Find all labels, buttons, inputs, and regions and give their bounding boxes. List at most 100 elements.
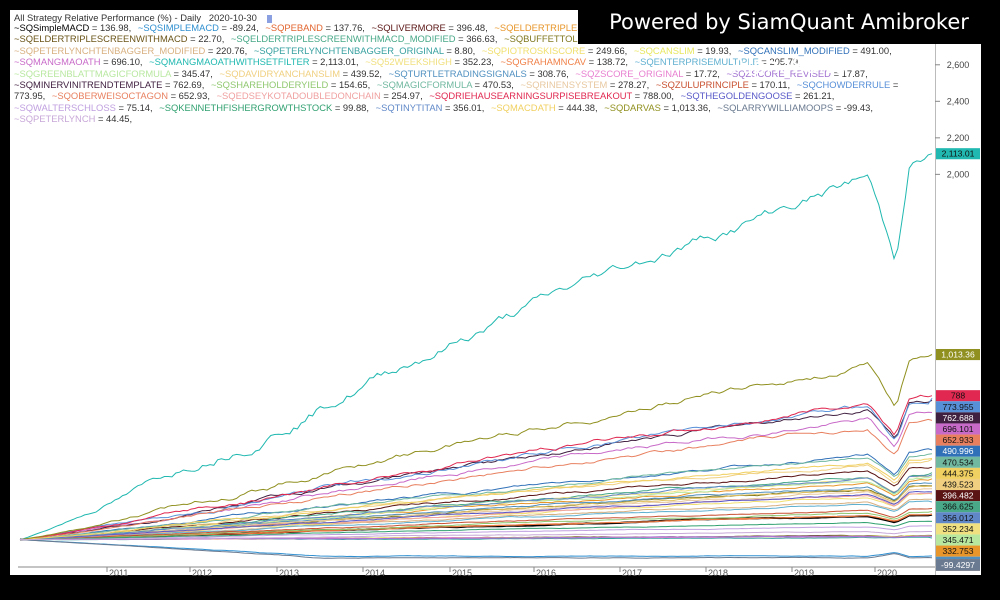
value-tag-label: 332.753 [942,546,973,556]
legend-series-value: = 366.63, [455,33,498,45]
x-tick-label: 2014 [365,568,385,578]
legend-entry: ~SQGRAHAMNCAV = 138.72, [501,56,629,67]
legend-series-name: ~SQDAVIDRYANCHANSLIM [219,67,341,79]
x-tick-label: 2013 [279,568,299,578]
series-line [19,354,933,541]
legend-series-value: = -99.43, [833,101,873,113]
value-tag-label: -99.4297 [941,560,975,570]
legend-series-name: ~SQKENNETHFISHERGROWTHSTOCK [159,101,333,113]
legend-entry: ~SQZSCORE_REVISED = 17.87, [727,68,868,79]
legend-series-name: ~SQTINYTITAN [375,101,443,113]
legend-series-name: ~SQZSCORE_REVISED [727,68,831,79]
legend-series-value: = 75.14, [115,101,153,113]
title-swatch-icon [267,14,273,23]
value-tag-label: 1,013.36 [941,350,975,360]
legend-series-value: = 8.80, [443,44,476,56]
value-tag-label: 2,113.01 [942,149,975,159]
value-tag-label: 773.955 [942,402,973,412]
legend-entry: ~SQENTERPRISEMULTIPLE = 205.79, [635,56,801,67]
series-line [19,418,933,541]
series-line [19,398,933,541]
legend-entry: ~SQPEBAND = 137.76, [265,22,365,33]
x-tick-label: 2011 [109,568,128,578]
value-tag [936,512,980,524]
value-tag [936,412,980,424]
legend-entry: ~SQPETERLYNCHTENBAGGER_ORIGINAL = 8.80, [254,45,475,56]
legend-series-name: ~SQPETERLYNCHTENBAGGER_MODIFIED [14,44,206,56]
legend-entry: ~SQELDERTRIPLESCREENWITHMACD_MODIFIED = … [231,33,498,44]
series-line [19,411,933,541]
legend-entry: ~SQCANSLIM_MODIFIED = 491.00, [738,45,892,56]
legend-entry: ~SQKENNETHFISHERGROWTHSTOCK = 99.88, [159,102,369,113]
series-line [19,458,933,541]
value-tag-label: 762.688 [942,413,973,423]
series-line [19,466,933,541]
legend-entry: ~SQELDERTRIPLESCREENWITHMACD = 22.70, [14,33,224,44]
legend-series-name: ~SQGRAHAMNCAV [500,56,587,68]
legend-series-value: = 19.93, [694,44,732,56]
legend-entry: ~SQDARVAS = 1,013.36, [604,102,711,113]
legend-entry: ~SQDRIEHAUSEARNINGSURPISEBREAKOUT = 788.… [429,90,674,101]
legend-series-name: ~SQSimpleMACD [14,22,90,33]
legend-entry: ~SQRINENSYSTEM = 278.27, [521,79,650,90]
series-line [19,510,933,541]
legend-series-value: = 17.87, [830,67,868,79]
legend-series-name: ~SQDRIEHAUSEARNINGSURPISEBREAKOUT [429,90,633,102]
legend-series-name: ~SQPEBAND [265,22,323,33]
legend-series-name: ~SQMAGICFORMULA [376,79,472,91]
legend-series-value: = 491.00, [849,44,892,56]
legend-series-value: = 17.72, [683,67,720,79]
legend-series-value: = 1,013.36, [660,101,711,113]
legend-series-name: ~SQMANGMAOATH [14,56,101,68]
value-tag-label: 366.625 [942,502,973,512]
legend-series-name: ~SQLIVERMORE [371,22,446,33]
y-tick-label: 2,200 [947,133,970,143]
legend-series-value: = 254.97, [380,90,423,102]
legend-entry: ~SQCANSLIM = 19.93, [634,45,731,56]
legend-entry: ~SQZSCORE_ORIGINAL = 17.72, [575,68,720,79]
value-tag [936,523,980,535]
legend-entry: ~SQLARRYWILLIAMOOPS = -99.43, [717,102,873,113]
legend-series-name: ~SQSIMPLEMACD [137,22,219,33]
legend-series-name: ~SQLARRYWILLIAMOOPS [717,101,834,113]
legend-entry: ~SQPIOTROSKISCORE = 249.66, [482,45,627,56]
legend-series-value: = 99.88, [332,101,369,113]
legend-series-name: ~SQTHEGOLDENGOOSE [680,90,793,102]
value-tag-label: 396.482 [942,491,973,501]
legend-entry: ~SQDAVIDRYANCHANSLIM = 439.52, [219,68,382,79]
legend-series-name: ~SQCANSLIM_MODIFIED [738,45,850,56]
legend-series-name: ~SQDARVAS [604,101,661,113]
series-line [19,539,933,559]
legend-series-name: ~SQCANSLIM [633,44,695,56]
legend-series-value: = 652.93, [167,90,210,102]
legend-entry: ~SQMAGICFORMULA = 470.53, [377,79,514,90]
series-line [19,490,933,541]
value-tag-label: 356.012 [942,513,973,523]
legend-series-name: ~SQELDERTRIPLESCREENWITHMACD [14,33,188,45]
legend-entry: ~SQSIMPLEMACD = -89.24, [138,22,259,33]
legend-series-name: ~SQZSCORE_ORIGINAL [575,67,684,79]
legend-series-name: ~SQTURTLETRADINGSIGNALS [388,67,527,79]
x-tick-label: 2017 [622,568,642,578]
series-line [19,153,933,541]
x-tick-label: 2015 [452,568,472,578]
legend-series-value: = 261.21, [792,90,835,102]
legend-entry: ~SQTINYTITAN = 356.01, [376,102,485,113]
legend-series-value: = 439.52, [340,67,383,79]
legend-series-value: = 308.76, [526,67,569,79]
legend-entry: ~SQZULUPRINCIPLE = 170.11, [656,79,790,90]
brand-badge: Powered by SiamQuant Amibroker AlphaSuit… [578,0,1000,78]
legend-series-name: ~SQCHOWDERRULE [797,79,891,90]
value-tag [936,401,980,413]
chart-title: All Strategy Relative Performance (%) - … [14,12,273,23]
legend-series-value: = 136.98, [89,22,132,33]
value-tag [936,534,980,546]
legend-series-name: ~SQPIOTROSKISCORE [481,44,586,56]
legend-entry: ~SQSHAREHOLDERYIELD = 154.65, [211,79,370,90]
legend-series-value: = 470.53, [471,79,514,91]
legend-series-name: ~SQELDERTRIPLESCREENWITHMACD_MODIFIED [230,33,456,45]
legend-entry: ~SQ52WEEKSHIGH = 352.23, [365,56,494,67]
legend-series-value: = 220.76, [205,44,248,56]
legend-series-name: ~SQMACDATH [490,101,556,113]
